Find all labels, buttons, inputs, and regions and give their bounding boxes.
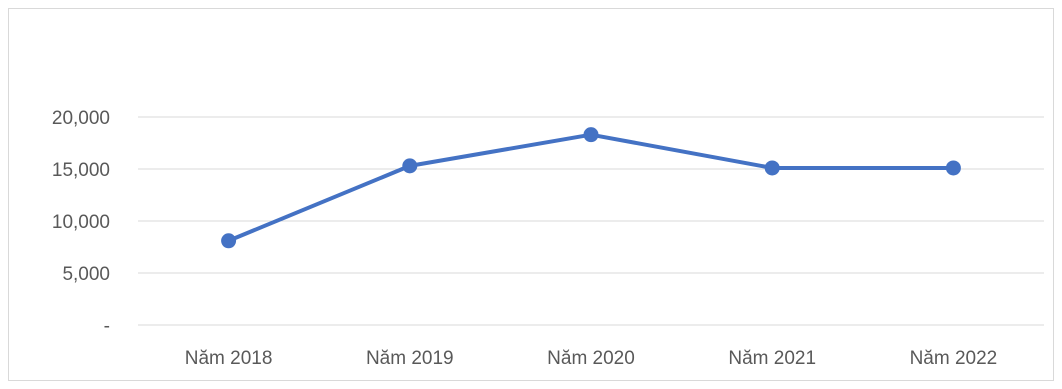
x-tick-label: Năm 2022	[910, 348, 998, 369]
y-axis-labels: - 5,000 10,000 15,000 20,000	[52, 108, 110, 337]
data-point	[764, 160, 780, 176]
y-tick-label: 5,000	[62, 264, 110, 285]
data-point	[402, 158, 418, 174]
x-tick-label: Năm 2020	[547, 348, 635, 369]
data-point	[221, 233, 237, 249]
x-tick-label: Năm 2018	[185, 348, 273, 369]
x-axis-labels: Năm 2018 Năm 2019 Năm 2020 Năm 2021 Năm 2022	[185, 348, 997, 369]
series-lines	[226, 132, 956, 243]
y-tick-label: -	[104, 316, 110, 337]
chart-frame	[8, 8, 1054, 381]
y-tick-label: 15,000	[52, 160, 110, 181]
gridlines	[138, 116, 1044, 326]
y-tick-label: 20,000	[52, 108, 110, 129]
x-tick-label: Năm 2021	[728, 348, 816, 369]
series-line-0	[226, 132, 956, 243]
series-points	[221, 127, 961, 249]
data-point	[945, 160, 961, 176]
y-tick-label: 10,000	[52, 212, 110, 233]
x-tick-label: Năm 2019	[366, 348, 454, 369]
data-point	[583, 127, 599, 143]
